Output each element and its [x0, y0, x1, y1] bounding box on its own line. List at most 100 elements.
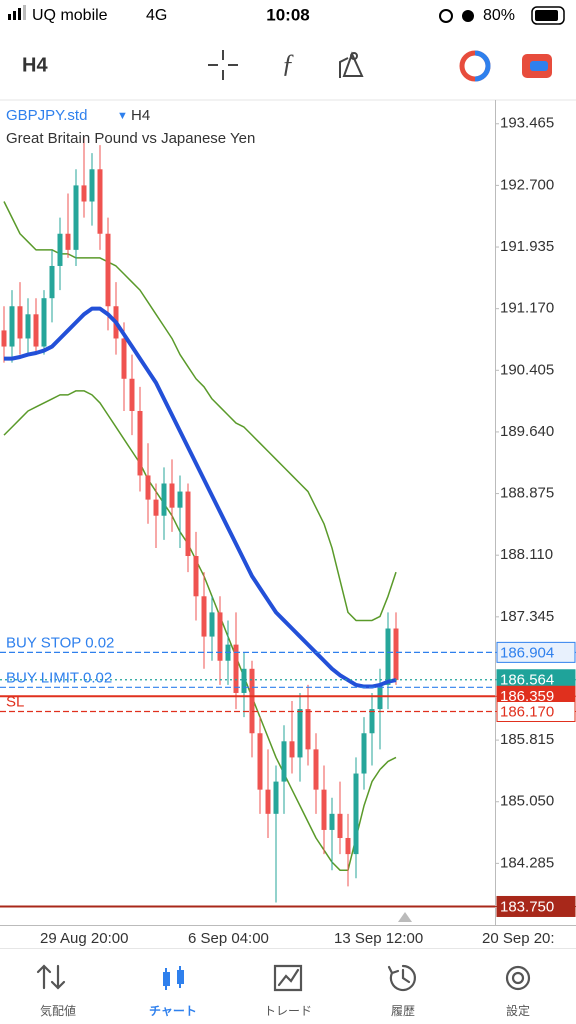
y-tick-label: 190.405 [500, 361, 554, 378]
candle-body [41, 298, 47, 347]
battery-level [535, 10, 558, 21]
candle-body [241, 668, 247, 693]
network: 4G [146, 7, 167, 24]
lock-icon [439, 9, 453, 23]
candle-body [265, 789, 271, 814]
candle-body [193, 556, 199, 597]
candle-body [233, 644, 239, 693]
clock: 10:08 [266, 5, 309, 24]
objects-icon[interactable] [339, 51, 364, 78]
shift-marker [398, 912, 412, 922]
x-tick-label: 6 Sep 04:00 [188, 930, 269, 947]
x-tick-label: 20 Sep 20: [482, 930, 555, 947]
symbol-dropdown[interactable]: ▼ [117, 110, 128, 122]
symbol[interactable]: GBPJPY.std [6, 107, 87, 124]
band-upper [3, 201, 397, 622]
candle-body [385, 628, 391, 685]
status-bar: UQ mobile 4G 10:08 80% [8, 5, 565, 25]
price-tag [496, 895, 576, 917]
candle-body [313, 749, 319, 790]
candle-body [273, 781, 279, 814]
x-tick-label: 29 Aug 20:00 [40, 930, 128, 947]
y-tick-label: 185.815 [500, 731, 554, 748]
price-tag-label: 186.564 [500, 672, 554, 689]
indicators-icon[interactable]: ƒ [282, 49, 295, 78]
y-tick-label: 189.640 [500, 423, 554, 440]
candle-body [129, 378, 135, 411]
candle-body [185, 491, 191, 557]
y-tick-label: 187.345 [500, 608, 554, 625]
candle-body [249, 668, 255, 734]
symbol-description: Great Britain Pound vs Japanese Yen [6, 130, 255, 147]
alarm-icon [462, 10, 474, 22]
y-tick-label: 191.935 [500, 238, 554, 255]
timeframe-button[interactable]: H4 [22, 54, 48, 76]
candle-body [33, 314, 39, 347]
candle-body [153, 499, 159, 516]
candle-body [305, 709, 311, 750]
candle-body [137, 410, 143, 476]
y-tick-label: 188.875 [500, 485, 554, 502]
candle-body [345, 837, 351, 855]
y-tick-label: 192.700 [500, 176, 554, 193]
trade-icon[interactable] [459, 50, 491, 82]
moving-average [4, 306, 397, 689]
nav-item[interactable]: トレード [264, 964, 312, 1018]
order-icon[interactable] [522, 54, 552, 78]
time-axis: 29 Aug 20:00 6 Sep 04:00 13 Sep 12:00 20 Se… [40, 930, 555, 947]
nav-item[interactable]: 履歴 [387, 964, 416, 1018]
price-tag-label: 186.170 [500, 703, 554, 720]
nav-label: 気配値 [40, 1003, 76, 1018]
candle-body [49, 265, 55, 299]
y-tick-label: 191.170 [500, 300, 554, 317]
signal-bar [13, 11, 16, 20]
nav-label: トレード [264, 1004, 312, 1018]
signal-bar [8, 14, 11, 20]
candle-body [209, 612, 215, 637]
battery [531, 6, 565, 25]
candle-body [81, 185, 87, 202]
candle-body [369, 709, 375, 734]
nav-item[interactable]: 設定 [505, 965, 531, 1018]
price-tag [496, 641, 576, 663]
plot-area [0, 137, 495, 908]
candle-body [105, 233, 111, 307]
price-tag-label: 186.359 [500, 688, 554, 705]
candle-body [121, 338, 127, 379]
crosshair-icon[interactable] [208, 50, 238, 80]
nav-icon [165, 966, 181, 990]
nav-label: チャート [149, 1004, 197, 1018]
x-tick-label: 13 Sep 12:00 [334, 930, 423, 947]
candle-body [177, 491, 183, 508]
price-tag [496, 700, 576, 722]
nav-item[interactable]: チャート [149, 966, 197, 1018]
signal-bar [18, 8, 21, 20]
candle-body [281, 741, 287, 782]
band-lower [3, 390, 397, 871]
candle-body [257, 733, 263, 790]
candle-body [89, 169, 95, 202]
candle-body [361, 733, 367, 774]
candle-body [1, 330, 7, 347]
nav-icon [273, 964, 303, 992]
bottom-nav: 気配値 チャート トレード 履歴 設定 [36, 964, 531, 1018]
candle-body [97, 169, 103, 234]
candle-body [289, 741, 295, 758]
candle-body [9, 306, 15, 347]
nav-item[interactable]: 気配値 [36, 964, 76, 1018]
nav-label: 設定 [506, 1003, 530, 1018]
battery-percent: 80% [483, 7, 515, 24]
carrier: UQ mobile [32, 7, 108, 24]
candle-body [73, 185, 79, 250]
candle-body [393, 628, 399, 681]
y-tick-label: 188.110 [500, 546, 553, 563]
toolbar: H4 ƒ [0, 49, 576, 101]
candle-body [161, 483, 167, 516]
candle-body [321, 789, 327, 830]
nav-label: 履歴 [391, 1004, 415, 1018]
candle-body [169, 483, 175, 508]
candle-body [217, 612, 223, 661]
price-tag-label: 186.904 [500, 644, 554, 661]
order-label: SL [6, 693, 24, 710]
